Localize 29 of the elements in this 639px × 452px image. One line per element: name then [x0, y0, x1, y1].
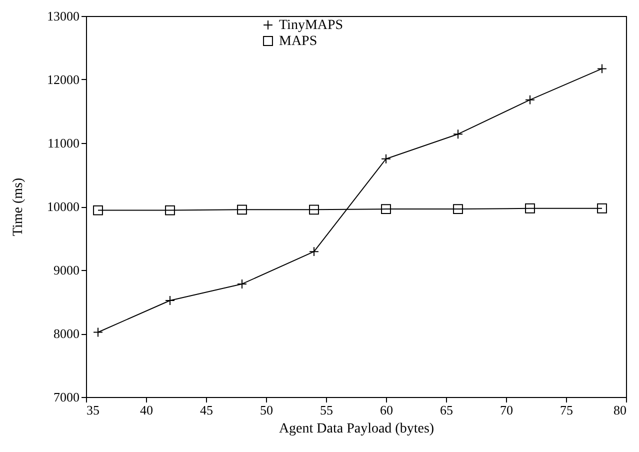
y-tick-label: 8000 — [54, 326, 80, 341]
x-tick-label: 60 — [380, 402, 393, 418]
y-tick-label: 13000 — [47, 8, 80, 24]
point — [525, 203, 535, 214]
y-axis-title: Time (ms) — [11, 178, 26, 236]
y-tick-label: 7000 — [54, 390, 80, 404]
point — [381, 204, 391, 214]
x-tick-label: 75 — [560, 402, 573, 418]
legend-label: TinyMAPS — [279, 18, 344, 33]
x-tick-label: 80 — [614, 402, 626, 418]
legend-label: MAPS — [279, 34, 318, 49]
point — [309, 204, 319, 215]
x-tick-label: 35 — [86, 402, 100, 418]
y-tick-label: 12000 — [47, 72, 80, 87]
point — [237, 204, 247, 215]
x-tick-label: 50 — [260, 402, 273, 418]
point — [165, 205, 175, 216]
x-axis-title: Agent Data Payload (bytes) — [278, 422, 434, 436]
x-tick-label: 40 — [140, 402, 153, 418]
x-tick-label: 65 — [440, 402, 453, 418]
x-tick-label: 55 — [320, 402, 333, 418]
y-tick-label: 10000 — [47, 199, 80, 214]
x-tick-label: 70 — [500, 402, 513, 418]
point — [93, 205, 103, 216]
point — [597, 203, 607, 214]
x-tick-label: 45 — [200, 402, 213, 418]
y-tick-label: 9000 — [54, 262, 80, 278]
point — [453, 204, 463, 214]
y-tick-label: 11000 — [47, 136, 80, 150]
